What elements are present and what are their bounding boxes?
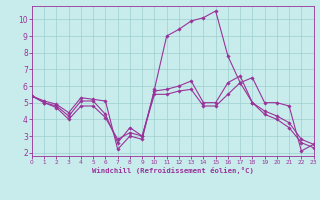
X-axis label: Windchill (Refroidissement éolien,°C): Windchill (Refroidissement éolien,°C) xyxy=(92,167,254,174)
